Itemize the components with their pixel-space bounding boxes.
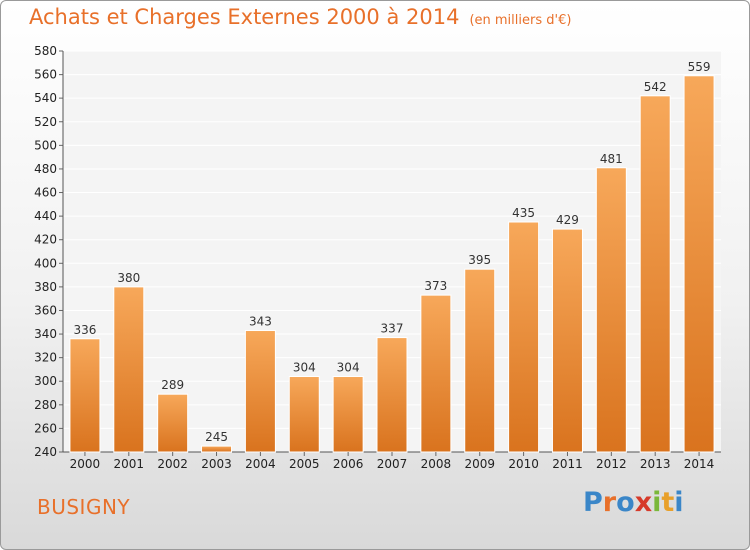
bar-value-label: 559	[688, 60, 711, 74]
chart-title: Achats et Charges Externes 2000 à 2014 (e…	[29, 5, 571, 29]
x-tick-label: 2003	[201, 457, 232, 471]
bar	[508, 221, 540, 453]
y-tick-label: 440	[34, 209, 57, 223]
y-tick-label: 240	[34, 445, 57, 459]
x-tick-label: 2013	[640, 457, 671, 471]
y-tick-label: 560	[34, 68, 57, 82]
y-tick-label: 300	[34, 374, 57, 388]
bar	[420, 294, 452, 453]
bar-value-label: 343	[249, 315, 272, 329]
logo-letter: t	[661, 487, 675, 518]
logo-letter: i	[674, 487, 684, 518]
bar	[244, 330, 276, 453]
bar	[288, 376, 320, 453]
x-tick-label: 2005	[289, 457, 320, 471]
town-name: BUSIGNY	[37, 495, 131, 519]
bar	[376, 337, 408, 453]
bar	[595, 167, 627, 453]
bar-value-label: 481	[600, 152, 623, 166]
y-tick-label: 280	[34, 398, 57, 412]
bar-value-label: 429	[556, 213, 579, 227]
y-tick-label: 320	[34, 351, 57, 365]
x-tick-label: 2006	[333, 457, 364, 471]
bar-value-label: 380	[117, 271, 140, 285]
y-tick-label: 360	[34, 303, 57, 317]
bar-value-label: 304	[337, 361, 360, 375]
bar	[69, 338, 101, 453]
x-tick-label: 2007	[377, 457, 408, 471]
bar-value-label: 336	[73, 323, 96, 337]
y-tick-label: 460	[34, 186, 57, 200]
y-tick-label: 520	[34, 115, 57, 129]
y-tick-label: 380	[34, 280, 57, 294]
bar-value-label: 395	[468, 253, 491, 267]
y-tick-label: 580	[34, 44, 57, 58]
y-tick-label: 260	[34, 421, 57, 435]
x-tick-label: 2014	[684, 457, 715, 471]
logo-letter: o	[616, 487, 635, 518]
x-tick-label: 2002	[157, 457, 188, 471]
bar-value-label: 289	[161, 378, 184, 392]
bar-value-label: 373	[424, 279, 447, 293]
unit-label: (en milliers d'€)	[469, 13, 572, 28]
proxiti-logo: Proxiti	[583, 487, 684, 518]
bar-value-label: 337	[381, 322, 404, 336]
x-tick-label: 2008	[421, 457, 452, 471]
logo-letter: r	[602, 487, 617, 518]
bar	[113, 286, 145, 453]
x-tick-label: 2001	[114, 457, 145, 471]
y-tick-label: 500	[34, 138, 57, 152]
y-tick-label: 420	[34, 233, 57, 247]
y-tick-label: 340	[34, 327, 57, 341]
logo-letter: P	[583, 487, 603, 518]
logo-letter: x	[634, 487, 653, 518]
y-tick-label: 540	[34, 91, 57, 105]
bar	[551, 228, 583, 453]
bar-value-label: 245	[205, 430, 228, 444]
bar-value-label: 435	[512, 206, 535, 220]
bar-value-label: 542	[644, 80, 667, 94]
bar	[639, 95, 671, 453]
x-tick-label: 2009	[464, 457, 495, 471]
x-tick-label: 2012	[596, 457, 627, 471]
x-tick-label: 2010	[508, 457, 539, 471]
x-tick-label: 2000	[70, 457, 101, 471]
title-text: Achats et Charges Externes 2000 à 2014	[29, 5, 460, 29]
x-tick-label: 2011	[552, 457, 583, 471]
y-tick-label: 400	[34, 256, 57, 270]
bar	[464, 268, 496, 453]
bar	[332, 376, 364, 453]
x-tick-label: 2004	[245, 457, 276, 471]
bar	[157, 393, 189, 453]
bar	[201, 445, 233, 453]
y-tick-label: 480	[34, 162, 57, 176]
bar-value-label: 304	[293, 361, 316, 375]
logo-letter: i	[652, 487, 662, 518]
bar	[683, 75, 715, 453]
